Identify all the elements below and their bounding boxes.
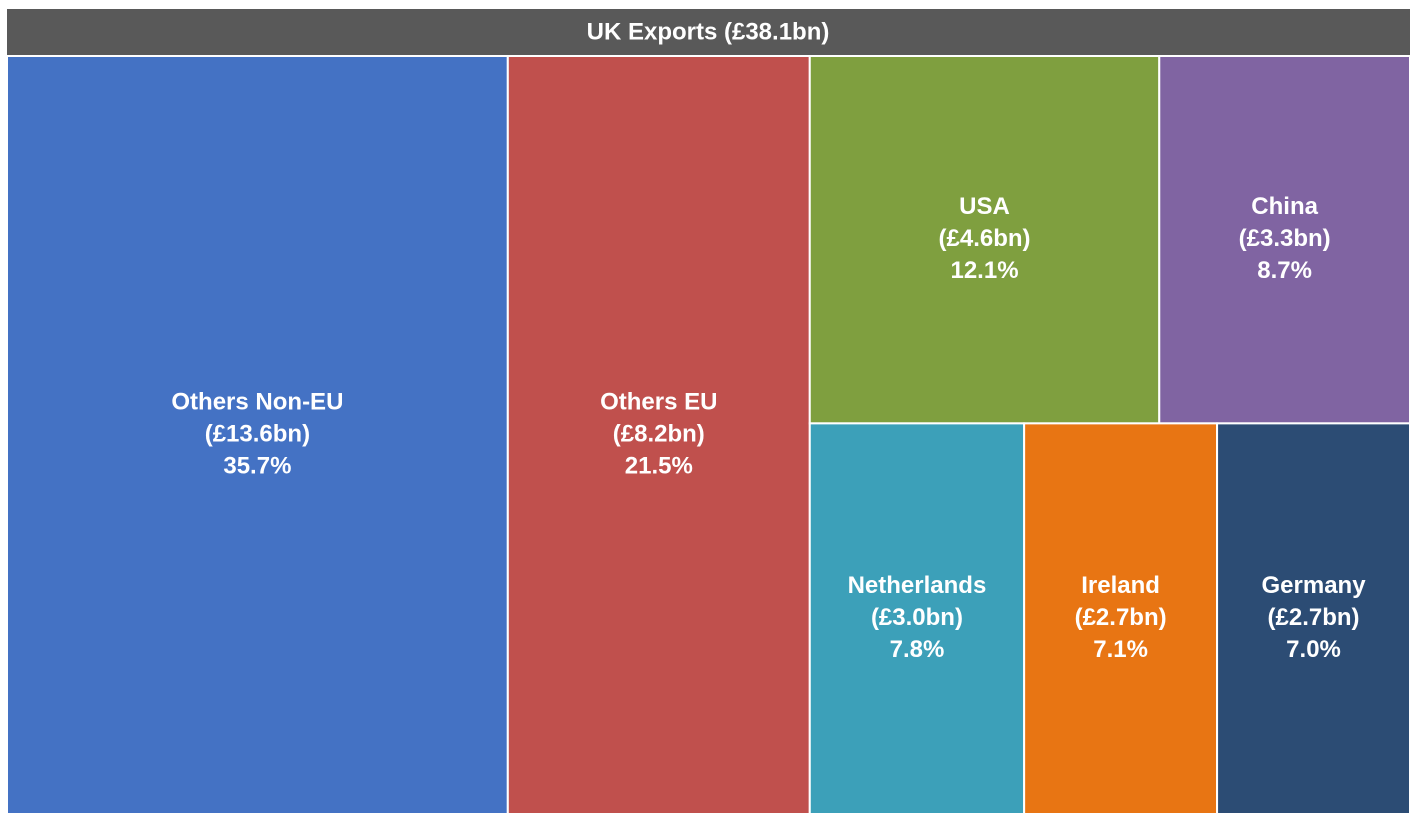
treemap-tile: [808, 422, 1026, 814]
tile-label: USA: [959, 193, 1010, 220]
value-label: (£2.7bn): [1075, 604, 1167, 631]
value-label: (£3.0bn): [871, 604, 963, 631]
share-label: 12.1%: [950, 257, 1018, 284]
treemap-tile: [1216, 422, 1411, 814]
share-label: 21.5%: [625, 452, 693, 479]
treemap-tile: [6, 55, 509, 814]
tile-label: China: [1251, 193, 1318, 220]
tile-label: Germany: [1262, 572, 1367, 599]
value-label: (£4.6bn): [939, 225, 1031, 252]
share-label: 7.0%: [1286, 636, 1341, 663]
treemap-tile: [1158, 55, 1412, 425]
value-label: (£8.2bn): [613, 420, 705, 447]
value-label: (£2.7bn): [1268, 604, 1360, 631]
chart-title: UK Exports (£38.1bn): [587, 18, 830, 45]
title-bar: [7, 9, 1410, 55]
treemap-tile: [1023, 422, 1219, 814]
tile-label: Others EU: [600, 388, 717, 415]
tile-label: Ireland: [1081, 572, 1160, 599]
value-label: (£13.6bn): [205, 420, 310, 447]
share-label: 7.1%: [1093, 636, 1148, 663]
share-label: 7.8%: [890, 636, 945, 663]
treemap-tile: [808, 55, 1161, 425]
share-label: 35.7%: [223, 452, 291, 479]
tile-label: Netherlands: [848, 572, 987, 599]
share-label: 8.7%: [1257, 257, 1312, 284]
value-label: (£3.3bn): [1239, 225, 1331, 252]
tile-label: Others Non-EU: [171, 388, 343, 415]
treemap-tile: [506, 55, 811, 814]
